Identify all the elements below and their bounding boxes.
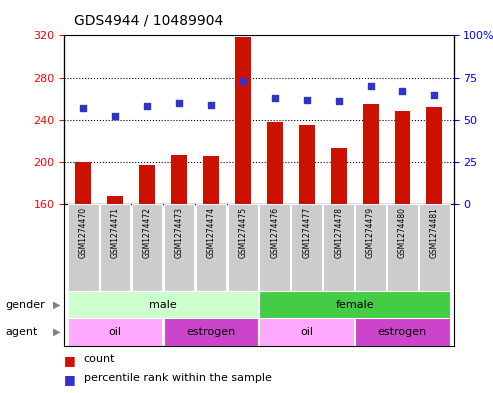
Bar xyxy=(387,204,418,291)
Text: GSM1274479: GSM1274479 xyxy=(366,207,375,258)
Text: male: male xyxy=(149,299,177,310)
Point xyxy=(239,78,247,84)
Text: GSM1274470: GSM1274470 xyxy=(79,207,88,258)
Text: estrogen: estrogen xyxy=(186,327,236,337)
Bar xyxy=(259,318,354,346)
Bar xyxy=(68,204,99,291)
Text: ▶: ▶ xyxy=(53,299,61,310)
Point xyxy=(79,105,87,111)
Text: GSM1274471: GSM1274471 xyxy=(110,207,120,258)
Text: GSM1274480: GSM1274480 xyxy=(398,207,407,258)
Point xyxy=(430,91,438,97)
Point xyxy=(207,101,215,108)
Bar xyxy=(291,204,322,291)
Bar xyxy=(419,204,450,291)
Bar xyxy=(362,104,379,373)
Text: female: female xyxy=(335,299,374,310)
Text: estrogen: estrogen xyxy=(378,327,427,337)
Point xyxy=(111,113,119,119)
Bar xyxy=(355,204,386,291)
Bar xyxy=(171,155,187,373)
Bar xyxy=(394,112,411,373)
Bar xyxy=(259,291,450,318)
Text: oil: oil xyxy=(108,327,122,337)
Bar xyxy=(259,204,290,291)
Point xyxy=(143,103,151,110)
Bar xyxy=(164,318,258,346)
Bar xyxy=(196,204,226,291)
Text: GSM1274472: GSM1274472 xyxy=(142,207,151,258)
Text: GSM1274477: GSM1274477 xyxy=(302,207,311,258)
Bar xyxy=(139,165,155,373)
Bar xyxy=(323,204,354,291)
Bar xyxy=(355,318,450,346)
Text: ■: ■ xyxy=(64,373,76,386)
Text: agent: agent xyxy=(5,327,37,337)
Point xyxy=(303,96,311,103)
Bar xyxy=(164,204,194,291)
Bar xyxy=(132,204,162,291)
Bar xyxy=(68,291,258,318)
Bar xyxy=(331,149,347,373)
Text: GDS4944 / 10489904: GDS4944 / 10489904 xyxy=(74,13,223,28)
Point xyxy=(398,88,406,94)
Text: GSM1274474: GSM1274474 xyxy=(207,207,215,258)
Text: GSM1274476: GSM1274476 xyxy=(270,207,280,258)
Bar xyxy=(426,107,442,373)
Text: GSM1274475: GSM1274475 xyxy=(238,207,247,258)
Bar xyxy=(75,162,91,373)
Bar xyxy=(203,156,219,373)
Point xyxy=(335,98,343,105)
Text: percentile rank within the sample: percentile rank within the sample xyxy=(84,373,272,383)
Text: GSM1274473: GSM1274473 xyxy=(175,207,183,258)
Text: count: count xyxy=(84,354,115,364)
Bar xyxy=(267,122,283,373)
Bar xyxy=(68,318,162,346)
Text: ▶: ▶ xyxy=(53,327,61,337)
Point xyxy=(175,100,183,106)
Bar xyxy=(299,125,315,373)
Bar xyxy=(100,204,131,291)
Bar xyxy=(107,196,123,373)
Point xyxy=(271,95,279,101)
Text: ■: ■ xyxy=(64,354,76,367)
Text: gender: gender xyxy=(5,299,45,310)
Bar xyxy=(228,204,258,291)
Text: GSM1274478: GSM1274478 xyxy=(334,207,343,258)
Bar xyxy=(235,37,251,373)
Text: GSM1274481: GSM1274481 xyxy=(430,207,439,258)
Point xyxy=(367,83,375,89)
Text: oil: oil xyxy=(300,327,313,337)
